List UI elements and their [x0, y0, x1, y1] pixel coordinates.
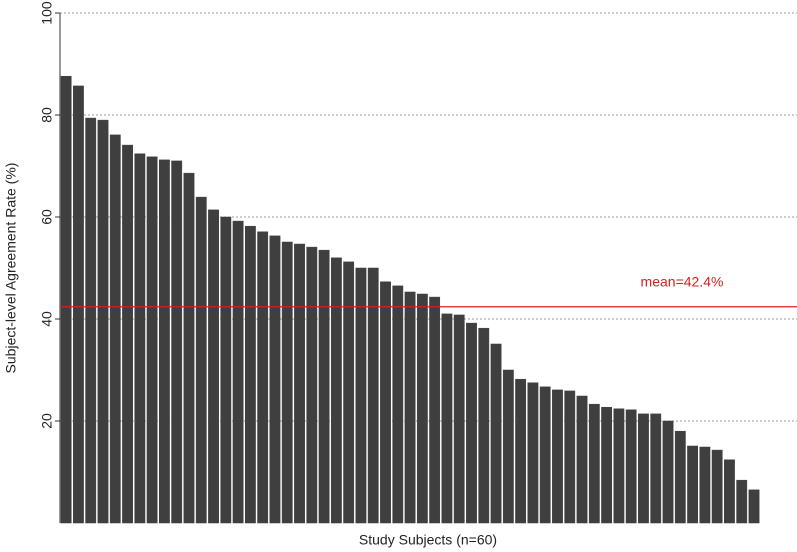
bar: [171, 160, 183, 524]
bar: [195, 196, 207, 524]
bar: [60, 75, 72, 524]
bar: [674, 430, 686, 524]
x-axis-label: Study Subjects (n=60): [359, 532, 497, 548]
bar: [564, 390, 576, 524]
bar: [687, 445, 699, 524]
y-tick-label: 100: [39, 1, 55, 25]
bar: [355, 267, 367, 524]
bar: [183, 172, 195, 524]
bar: [441, 313, 453, 524]
bar: [527, 382, 539, 524]
bar: [109, 134, 121, 524]
bar: [134, 153, 146, 524]
y-tick-label: 40: [39, 311, 55, 327]
bar: [85, 117, 97, 524]
bar: [539, 386, 551, 524]
bar: [232, 220, 244, 524]
bar: [367, 267, 379, 524]
bar: [392, 285, 404, 524]
bar: [146, 156, 158, 524]
bar: [552, 389, 563, 524]
bar: [220, 216, 232, 524]
bar: [588, 403, 600, 524]
bar: [380, 281, 391, 524]
bar: [158, 159, 170, 524]
bar: [306, 246, 318, 524]
bar: [330, 257, 342, 524]
bar: [281, 241, 293, 524]
bar: [416, 293, 428, 524]
bar: [502, 369, 514, 524]
bar: [490, 343, 502, 524]
bar: [650, 413, 662, 524]
bar: [343, 261, 355, 524]
bar: [404, 291, 416, 524]
bar: [318, 249, 330, 524]
mean-label: mean=42.4%: [641, 273, 724, 289]
y-tick-label: 60: [39, 209, 55, 225]
bar: [269, 235, 281, 524]
bar: [736, 479, 748, 524]
bar: [625, 409, 637, 524]
bar: [576, 395, 588, 524]
y-tick-label: 80: [39, 107, 55, 123]
bar: [453, 314, 465, 524]
bar: [638, 413, 649, 524]
bar: [294, 243, 305, 524]
y-axis-label: Subject-level Agreement Rate (%): [3, 163, 19, 374]
y-tick-label: 20: [39, 413, 55, 429]
bar: [244, 225, 256, 524]
bar: [699, 446, 711, 524]
bar: [429, 296, 441, 524]
bar: [601, 406, 613, 524]
bar: [748, 489, 760, 524]
bar: [662, 420, 674, 524]
bar: [515, 378, 527, 524]
bar: [257, 231, 269, 524]
bar: [724, 459, 735, 524]
bar: [478, 327, 490, 524]
bar: [208, 209, 219, 524]
bar: [466, 322, 477, 524]
bar: [613, 408, 625, 524]
bar: [97, 119, 109, 524]
bar: [122, 144, 133, 524]
bar: [73, 85, 84, 524]
bar: [711, 449, 723, 524]
